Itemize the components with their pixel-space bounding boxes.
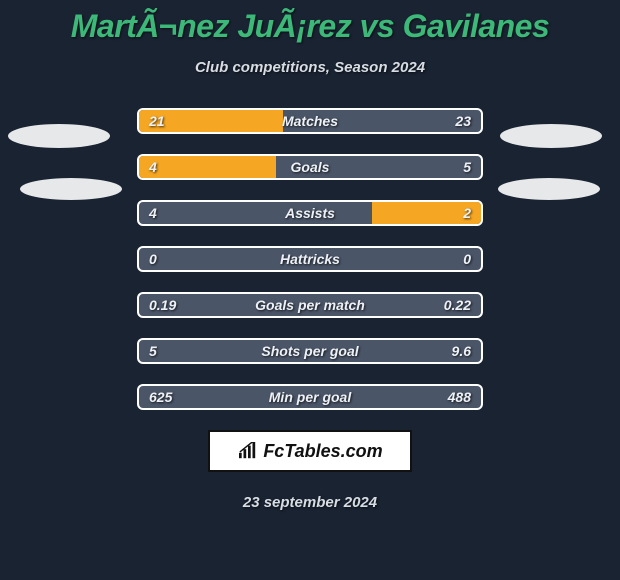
- decor-ellipse: [500, 124, 602, 148]
- stat-row: 4 Goals 5: [137, 154, 483, 180]
- stat-row: 0.19 Goals per match 0.22: [137, 292, 483, 318]
- subtitle: Club competitions, Season 2024: [0, 59, 620, 76]
- stat-label: Hattricks: [280, 251, 340, 267]
- stat-value-right: 23: [455, 113, 471, 129]
- logo-text: FcTables.com: [263, 441, 382, 462]
- stat-row: 4 Assists 2: [137, 200, 483, 226]
- stat-label: Goals per match: [255, 297, 365, 313]
- stat-row: 5 Shots per goal 9.6: [137, 338, 483, 364]
- stat-value-left: 4: [149, 159, 157, 175]
- stat-value-left: 625: [149, 389, 172, 405]
- stat-value-right: 0.22: [444, 297, 471, 313]
- stats-comparison: 21 Matches 23 4 Goals 5 4 Assists 2 0 Hattricks 0 0.…: [137, 108, 483, 410]
- stat-label: Assists: [285, 205, 335, 221]
- stat-label: Goals: [291, 159, 330, 175]
- stat-value-right: 488: [448, 389, 471, 405]
- stat-value-right: 9.6: [452, 343, 471, 359]
- stat-row: 21 Matches 23: [137, 108, 483, 134]
- stat-value-left: 0: [149, 251, 157, 267]
- stat-label: Matches: [282, 113, 338, 129]
- decor-ellipse: [8, 124, 110, 148]
- stat-value-left: 0.19: [149, 297, 176, 313]
- decor-ellipse: [498, 178, 600, 200]
- stat-label: Min per goal: [269, 389, 351, 405]
- stat-value-right: 5: [463, 159, 471, 175]
- stat-value-left: 5: [149, 343, 157, 359]
- stat-row: 0 Hattricks 0: [137, 246, 483, 272]
- chart-icon: [237, 442, 259, 460]
- stat-value-right: 2: [463, 205, 471, 221]
- date-label: 23 september 2024: [0, 494, 620, 511]
- bar-left: [139, 156, 276, 178]
- source-logo: FcTables.com: [208, 430, 412, 472]
- stat-row: 625 Min per goal 488: [137, 384, 483, 410]
- page-title: MartÃ¬nez JuÃ¡rez vs Gavilanes: [0, 0, 620, 45]
- stat-value-left: 4: [149, 205, 157, 221]
- stat-label: Shots per goal: [261, 343, 358, 359]
- decor-ellipse: [20, 178, 122, 200]
- stat-value-right: 0: [463, 251, 471, 267]
- stat-value-left: 21: [149, 113, 165, 129]
